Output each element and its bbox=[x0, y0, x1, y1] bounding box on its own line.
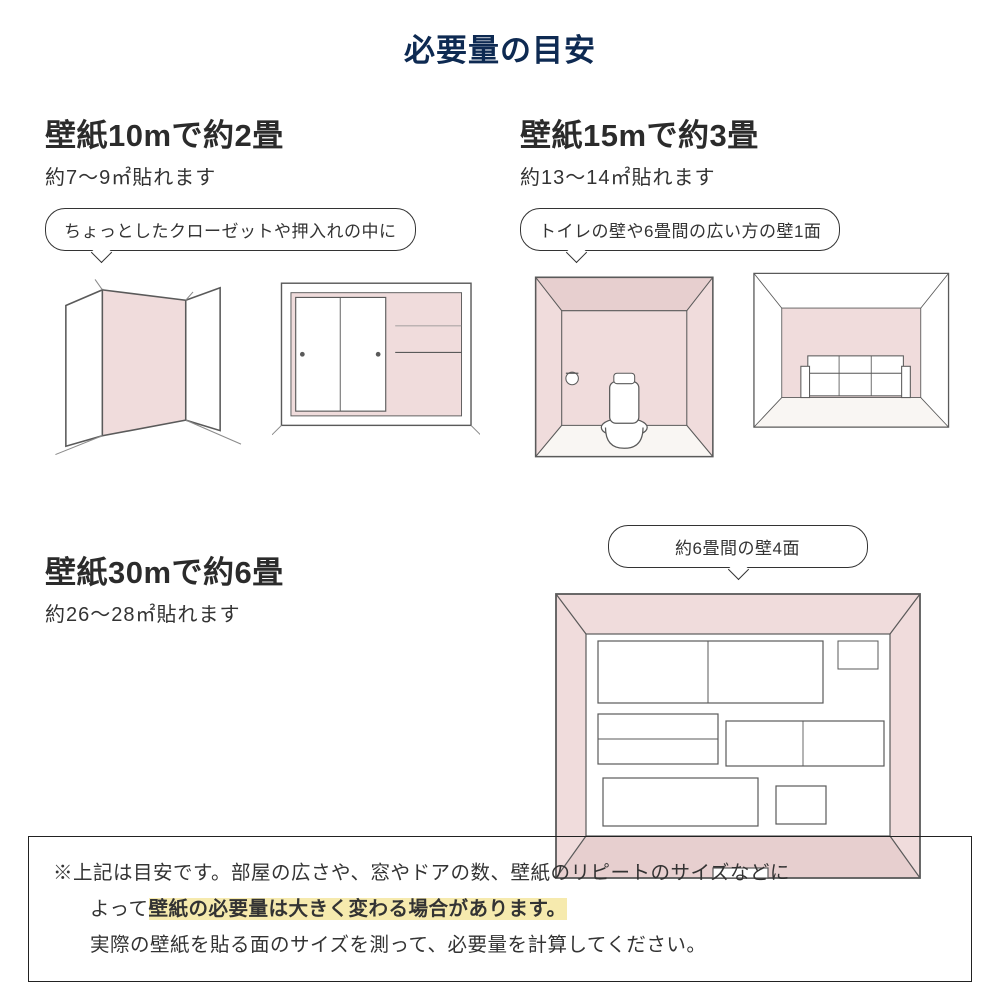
living-wall-icon bbox=[747, 269, 956, 467]
size-10m-heading: 壁紙10mで約2畳 bbox=[45, 110, 480, 155]
size-30m-heading: 壁紙30mで約6畳 bbox=[45, 547, 480, 592]
section-10m: 壁紙10mで約2畳 約7〜9㎡貼れます ちょっとしたクローゼットや押入れの中に bbox=[45, 110, 480, 467]
closet-sliding-icon bbox=[272, 269, 481, 457]
size-10m-sub: 約7〜9㎡貼れます bbox=[45, 161, 480, 190]
size-30m-sub: 約26〜28㎡貼れます bbox=[45, 598, 480, 627]
size-10m-bubble: ちょっとしたクローゼットや押入れの中に bbox=[45, 208, 416, 251]
size-15m-sub: 約13〜14㎡貼れます bbox=[520, 161, 955, 190]
size-30m-bubble: 約6畳間の壁4面 bbox=[608, 525, 868, 568]
closet-open-icon bbox=[45, 269, 254, 457]
note-highlight: 壁紙の必要量は大きく変わる場合があります。 bbox=[149, 898, 567, 920]
note-line3: 実際の壁紙を貼る面のサイズを測って、必要量を計算してください。 bbox=[90, 934, 706, 956]
note-box: ※上記は目安です。部屋の広さや、窓やドアの数、壁紙のリピートのサイズなどに よっ… bbox=[28, 836, 972, 982]
page-title: 必要量の目安 bbox=[45, 25, 955, 70]
size-15m-heading: 壁紙15mで約3畳 bbox=[520, 110, 955, 155]
section-15m: 壁紙15mで約3畳 約13〜14㎡貼れます トイレの壁や6畳間の広い方の壁1面 bbox=[520, 110, 955, 467]
guide-grid: 壁紙10mで約2畳 約7〜9㎡貼れます ちょっとしたクローゼットや押入れの中に bbox=[45, 110, 955, 886]
section-30m-illus: 約6畳間の壁4面 bbox=[520, 507, 955, 886]
toilet-room-icon bbox=[520, 269, 729, 467]
note-line2a: よって bbox=[90, 898, 148, 920]
note-line1: ※上記は目安です。部屋の広さや、窓やドアの数、壁紙のリピートのサイズなどに bbox=[53, 862, 790, 884]
size-15m-bubble: トイレの壁や6畳間の広い方の壁1面 bbox=[520, 208, 840, 251]
